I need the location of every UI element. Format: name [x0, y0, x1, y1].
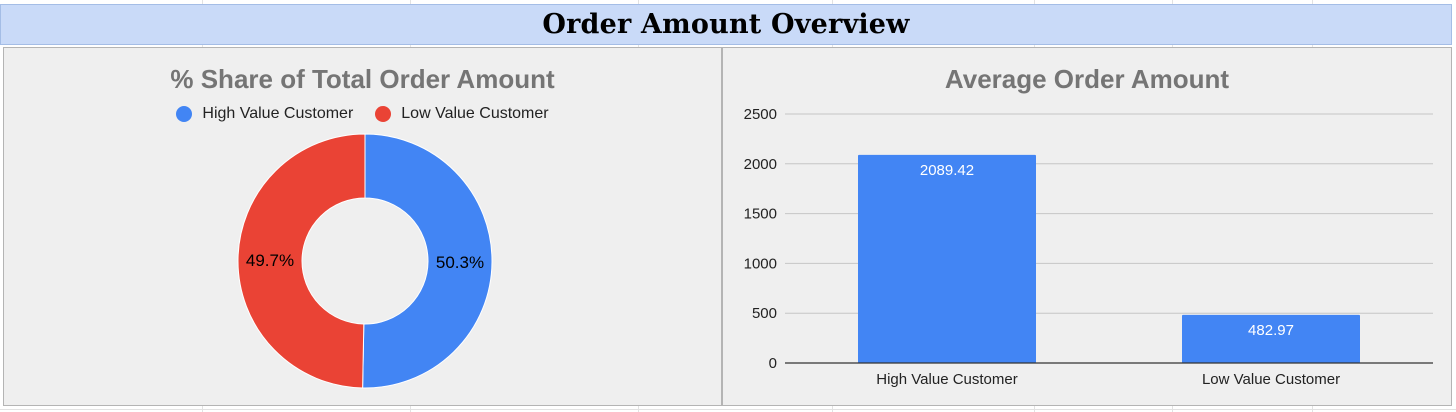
y-tick-label: 1000 — [744, 255, 777, 272]
y-tick-label: 2500 — [744, 106, 777, 123]
page-title: Order Amount Overview — [542, 9, 910, 40]
donut-slice-high-value[interactable] — [362, 133, 493, 389]
y-tick-label: 2000 — [744, 156, 777, 173]
y-tick-label: 0 — [769, 355, 777, 372]
bar-high-value[interactable] — [858, 154, 1036, 363]
donut-slice-label: 50.3% — [436, 253, 484, 272]
legend-label-high-value: High Value Customer — [202, 105, 354, 122]
bar-chart-title: Average Order Amount — [944, 64, 1230, 94]
legend-item-low-value: Low Value Customer — [375, 105, 549, 123]
legend-swatch-low-value — [375, 106, 392, 122]
donut-chart-panel[interactable]: % Share of Total Order Amount High Value… — [3, 47, 722, 406]
x-category-label: Low Value Customer — [1202, 371, 1340, 388]
x-category-label: High Value Customer — [876, 371, 1017, 388]
bar-low-value[interactable] — [1182, 314, 1360, 363]
y-tick-label: 500 — [752, 305, 777, 322]
bar-value-label: 2089.42 — [920, 162, 974, 179]
legend-label-low-value: Low Value Customer — [401, 105, 549, 122]
cell-gridline — [0, 409, 1456, 410]
donut-legend: High Value Customer Low Value Customer — [4, 105, 721, 123]
bar-value-label: 482.97 — [1248, 322, 1294, 339]
donut-slice-label: 49.7% — [246, 251, 294, 270]
y-tick-label: 1500 — [744, 206, 777, 223]
donut-slice-low-value[interactable] — [237, 133, 366, 389]
donut-chart-svg: 50.3% 49.7% — [237, 133, 493, 389]
legend-swatch-high-value — [176, 106, 193, 122]
donut-chart-title: % Share of Total Order Amount — [170, 64, 555, 94]
header-banner: Order Amount Overview — [0, 4, 1452, 45]
legend-item-high-value: High Value Customer — [176, 105, 353, 123]
bar-chart-svg: 2500 2000 1500 1000 500 0 2089.42 High Value Cu… — [744, 106, 1433, 388]
bar-chart-panel[interactable]: Average Order Amount 2500 2000 1500 1000 500… — [722, 47, 1452, 406]
